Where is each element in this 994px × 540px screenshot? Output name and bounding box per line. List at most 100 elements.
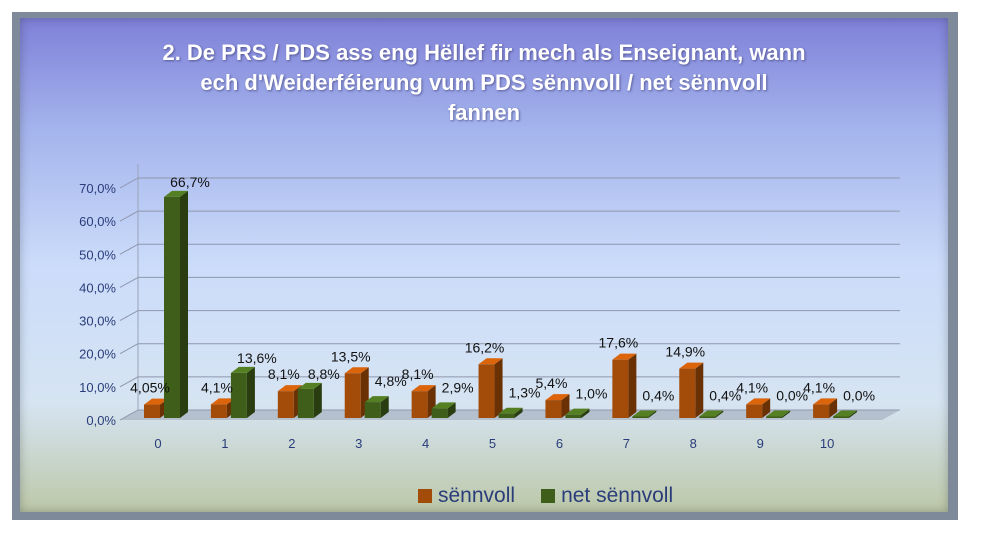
- chart-title-line-2: ech d'Weiderféierung vum PDS sënnvoll / …: [200, 70, 768, 95]
- x-tick-label: 1: [221, 436, 228, 451]
- y-tick-label: 70,0%: [79, 181, 116, 196]
- y-tick-label: 60,0%: [79, 214, 116, 229]
- bar-net-senvoll: [230, 372, 247, 418]
- data-label-net-senvoll: 0,0%: [843, 388, 875, 404]
- bar-senvoll-side: [829, 398, 838, 418]
- bar-senvoll-top: [746, 398, 771, 405]
- data-label-net-senvoll: 8,8%: [308, 366, 340, 382]
- data-label-net-senvoll: 2,9%: [442, 379, 474, 395]
- bar-senvoll: [746, 404, 763, 418]
- bar-net-senvoll-top: [632, 410, 657, 417]
- bar-senvoll-top: [144, 398, 168, 405]
- data-label-senvoll: 13,5%: [331, 348, 371, 364]
- data-label-senvoll: 17,6%: [599, 335, 639, 351]
- data-label-senvoll: 4,1%: [736, 379, 768, 395]
- bar-net-senvoll-top: [766, 410, 791, 417]
- bar-senvoll-top: [411, 385, 436, 392]
- bar-net-senvoll: [164, 196, 180, 418]
- data-label-senvoll: 8,1%: [402, 366, 434, 382]
- data-label-net-senvoll: 0,4%: [709, 388, 741, 404]
- chart-legend: sënnvoll net sënnvoll: [418, 484, 699, 508]
- bar-senvoll: [411, 391, 428, 418]
- bar-net-senvoll-side: [180, 190, 188, 418]
- data-label-senvoll: 4,1%: [201, 379, 233, 395]
- bar-net-senvoll-top: [364, 396, 389, 403]
- bar-net-senvoll-side: [849, 410, 858, 418]
- gridline-depth: [119, 343, 139, 355]
- bar-net-senvoll: [699, 416, 716, 418]
- data-label-senvoll: 4,1%: [803, 379, 835, 395]
- y-tick-label: 30,0%: [79, 314, 116, 329]
- bar-senvoll: [612, 359, 629, 418]
- bar-net-senvoll: [766, 416, 783, 418]
- gridline-depth: [119, 310, 139, 322]
- data-label-senvoll: 4,05%: [130, 380, 170, 396]
- chart-title-line-3: fannen: [447, 100, 521, 125]
- bar-senvoll: [545, 400, 562, 418]
- bar-senvoll-top: [478, 358, 503, 365]
- x-tick-label: 10: [820, 436, 834, 451]
- bar-net-senvoll: [833, 416, 850, 418]
- data-label-net-senvoll: 1,0%: [575, 386, 607, 402]
- bar-senvoll: [210, 404, 227, 418]
- bar-net-senvoll: [498, 413, 515, 418]
- data-label-senvoll: 5,4%: [535, 375, 567, 391]
- x-tick-label: 2: [288, 436, 295, 451]
- legend-item-net-senvoll: net sënnvoll: [541, 484, 673, 508]
- x-tick-label: 0: [154, 436, 161, 451]
- data-label-senvoll: 14,9%: [665, 344, 705, 360]
- y-tick-label: 40,0%: [79, 280, 116, 295]
- bar-net-senvoll: [565, 414, 582, 418]
- bar-net-senvoll: [632, 416, 649, 418]
- x-tick-label: 9: [757, 436, 764, 451]
- bar-senvoll-top: [277, 385, 302, 392]
- y-tick-label: 10,0%: [79, 380, 116, 395]
- bar-senvoll-top: [545, 394, 570, 401]
- gridline-depth: [119, 210, 139, 222]
- bar-senvoll: [813, 404, 830, 418]
- bar-net-senvoll-side: [782, 410, 791, 418]
- x-tick-label: 8: [690, 436, 697, 451]
- bar-net-senvoll: [364, 402, 381, 418]
- bar-net-senvoll-top: [565, 408, 590, 415]
- x-tick-label: 6: [556, 436, 563, 451]
- gridline-depth: [119, 177, 139, 189]
- bar-senvoll: [344, 373, 361, 418]
- bar-net-senvoll-top: [431, 402, 456, 409]
- gridline-depth: [119, 409, 139, 421]
- bar-senvoll: [277, 391, 294, 418]
- bar-senvoll: [679, 368, 696, 418]
- legend-item-senvoll: sënnvoll: [418, 484, 515, 508]
- bar-net-senvoll-side: [380, 396, 389, 418]
- bar-net-senvoll: [297, 388, 314, 418]
- legend-label-net-senvoll: net sënnvoll: [561, 484, 674, 507]
- data-label-net-senvoll: 1,3%: [509, 385, 541, 401]
- y-tick-label: 0,0%: [86, 413, 116, 428]
- x-tick-label: 4: [422, 436, 429, 451]
- bar-senvoll-side: [628, 353, 637, 418]
- bar-net-senvoll-top: [164, 190, 188, 197]
- bar-senvoll-top: [612, 353, 637, 360]
- bar-senvoll-side: [762, 398, 771, 418]
- y-tick-label: 50,0%: [79, 247, 116, 262]
- chart-title-line-1: 2. De PRS / PDS ass eng Hëllef fir mech …: [162, 40, 806, 65]
- gridline-depth: [119, 376, 139, 388]
- y-tick-label: 20,0%: [79, 347, 116, 362]
- x-tick-label: 7: [623, 436, 630, 451]
- bar-net-senvoll: [431, 408, 448, 418]
- bar-senvoll-top: [210, 398, 235, 405]
- bar-senvoll: [478, 364, 495, 418]
- data-label-net-senvoll: 66,7%: [170, 174, 210, 190]
- bar-net-senvoll-side: [715, 410, 724, 418]
- bar-net-senvoll-side: [514, 407, 523, 418]
- gridline-depth: [119, 276, 139, 288]
- bar-senvoll-top: [344, 367, 369, 374]
- data-label-net-senvoll: 0,4%: [642, 388, 674, 404]
- bar-net-senvoll-top: [230, 366, 255, 373]
- bar-chart-plot: 0,0%10,0%20,0%30,0%40,0%50,0%60,0%70,0%4…: [79, 164, 900, 451]
- bar-net-senvoll-side: [246, 366, 255, 418]
- legend-label-senvoll: sënnvoll: [438, 484, 516, 507]
- bar-senvoll-side: [561, 394, 570, 418]
- bar-net-senvoll-side: [313, 382, 322, 418]
- bar-senvoll-side: [494, 358, 503, 418]
